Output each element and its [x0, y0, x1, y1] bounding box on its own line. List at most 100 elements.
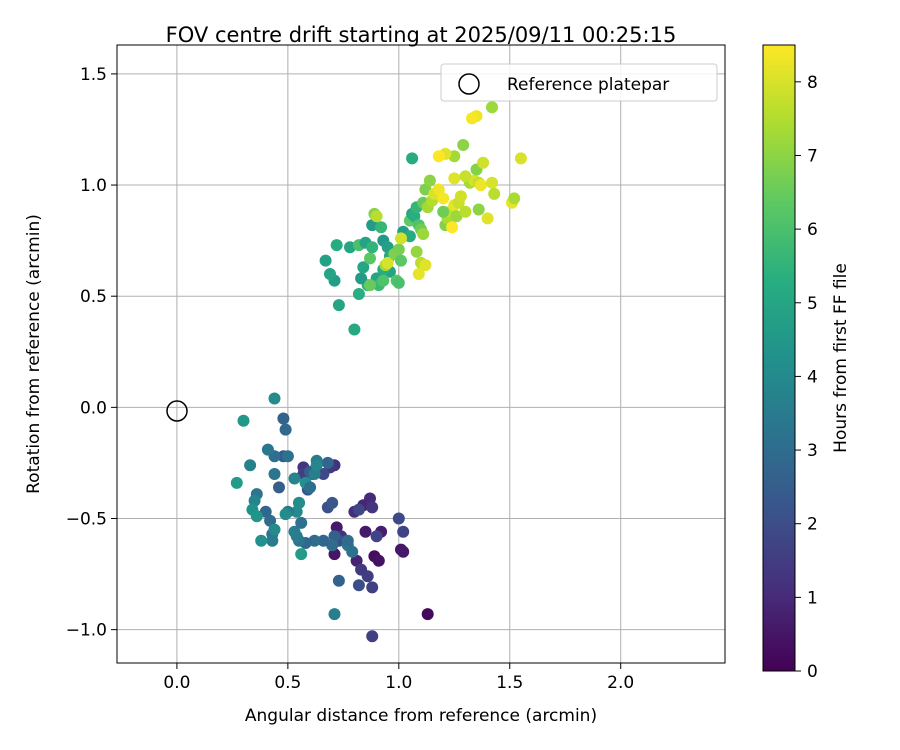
data-point — [421, 608, 434, 621]
data-point — [277, 412, 290, 425]
data-point — [261, 443, 274, 456]
data-point — [264, 514, 277, 527]
data-point — [310, 459, 323, 472]
data-point — [273, 481, 285, 494]
data-point — [397, 525, 410, 538]
legend-label: Reference platepar — [507, 75, 669, 95]
data-point — [364, 279, 376, 292]
data-point — [304, 481, 317, 494]
data-point — [377, 274, 390, 287]
data-point — [392, 243, 405, 256]
data-point — [364, 252, 376, 265]
y-tick-label: −1.0 — [66, 621, 107, 641]
data-point — [266, 534, 279, 547]
data-point — [324, 268, 336, 280]
data-point — [410, 245, 423, 258]
data-point — [230, 476, 243, 489]
data-point — [293, 496, 305, 509]
data-point — [332, 574, 345, 587]
axes-frame — [116, 44, 726, 664]
x-tick-label: 0.5 — [274, 673, 301, 693]
data-point — [370, 530, 383, 543]
data-point — [514, 152, 527, 165]
colorbar: 0 1 2 3 4 5 6 7 8 Hours from first FF file — [762, 44, 851, 682]
legend-box — [440, 63, 718, 102]
y-tick-label: 0.0 — [80, 398, 107, 418]
data-point — [288, 472, 301, 485]
data-point — [432, 150, 445, 163]
colorbar-gradient — [762, 44, 796, 672]
data-point — [330, 239, 343, 252]
data-point — [361, 570, 374, 583]
colorbar-label: Hours from first FF file — [831, 263, 851, 453]
colorbar-tick-label: 5 — [807, 294, 818, 314]
colorbar-tick-label: 0 — [807, 662, 818, 682]
data-point — [255, 534, 268, 547]
x-axis-ticks: 0.0 0.5 1.0 1.5 2.0 — [163, 663, 634, 693]
data-point — [395, 254, 407, 267]
y-tick-label: −0.5 — [66, 510, 107, 530]
data-point — [352, 503, 365, 516]
data-point — [481, 212, 494, 225]
data-point — [457, 139, 470, 151]
data-point — [392, 276, 405, 289]
plot-area — [116, 44, 726, 664]
data-point — [477, 156, 490, 169]
data-point — [474, 179, 487, 192]
colorbar-tick-label: 4 — [807, 367, 818, 387]
data-point — [395, 232, 407, 245]
data-point — [446, 221, 459, 234]
data-point — [448, 172, 461, 185]
grid-lines — [117, 45, 725, 663]
data-point — [326, 496, 339, 509]
data-point — [268, 392, 281, 405]
data-point — [279, 423, 292, 436]
colorbar-tick-label: 1 — [807, 588, 818, 608]
y-tick-label: 1.0 — [80, 176, 107, 196]
data-point — [359, 525, 372, 538]
data-point — [459, 205, 472, 218]
y-axis-label: Rotation from reference (arcmin) — [24, 214, 44, 494]
data-point — [366, 241, 379, 254]
data-point — [348, 323, 361, 336]
data-point — [244, 459, 257, 472]
data-point — [437, 205, 450, 218]
data-point — [406, 152, 419, 165]
data-point — [397, 545, 410, 558]
data-point — [317, 534, 330, 547]
data-point — [281, 450, 294, 463]
data-point — [437, 192, 450, 205]
data-point — [328, 608, 341, 621]
data-point — [412, 268, 425, 280]
colorbar-tick-label: 2 — [807, 515, 818, 535]
legend: Reference platepar — [440, 63, 718, 102]
data-point — [352, 579, 365, 592]
x-tick-label: 0.0 — [163, 673, 190, 693]
data-point — [321, 456, 334, 469]
data-point — [454, 190, 467, 203]
data-point — [295, 516, 308, 529]
colorbar-ticks: 0 1 2 3 4 5 6 7 8 — [795, 73, 818, 682]
data-point — [372, 554, 385, 567]
data-point — [466, 112, 478, 125]
colorbar-tick-label: 3 — [807, 441, 818, 461]
data-point — [268, 468, 281, 480]
data-point — [366, 630, 379, 643]
y-axis-ticks: −1.0 −0.5 0.0 0.5 1.0 1.5 — [66, 65, 117, 641]
data-point — [295, 548, 308, 561]
legend-marker — [458, 73, 480, 95]
colorbar-tick-label: 6 — [807, 220, 818, 240]
data-point — [317, 468, 330, 480]
data-point — [432, 183, 445, 196]
data-point — [392, 512, 405, 525]
data-point — [419, 259, 432, 272]
data-point — [486, 101, 498, 114]
data-point — [350, 554, 363, 567]
chart-title: FOV centre drift starting at 2025/09/11 … — [166, 23, 677, 47]
data-point — [346, 545, 359, 558]
data-point — [508, 192, 521, 205]
data-point — [319, 254, 332, 267]
data-point — [423, 174, 436, 187]
data-point — [486, 176, 498, 189]
